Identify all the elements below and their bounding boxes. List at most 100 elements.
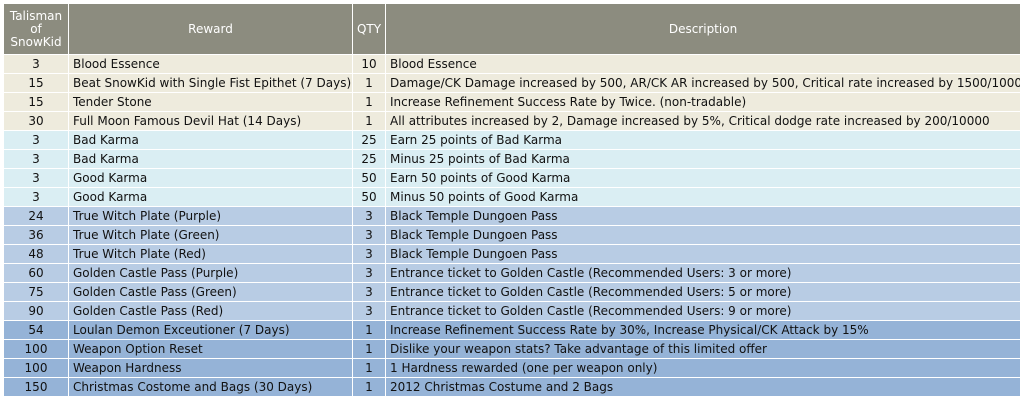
cell-description: Black Temple Dungoen Pass	[385, 244, 1021, 264]
table-row: 90 Golden Castle Pass (Red) 3 Entrance tick…	[3, 301, 1021, 321]
table-row: 15 Tender Stone 1 Increase Refinement Succe…	[3, 92, 1021, 112]
header-description: Description	[385, 3, 1021, 55]
cell-talisman: 24	[3, 206, 69, 226]
cell-description: Minus 50 points of Good Karma	[385, 187, 1021, 207]
cell-description: Minus 25 points of Bad Karma	[385, 149, 1021, 169]
cell-talisman: 3	[3, 54, 69, 74]
table-row: 75 Golden Castle Pass (Green) 3 Entrance ti…	[3, 282, 1021, 302]
cell-talisman: 75	[3, 282, 69, 302]
cell-reward: True Witch Plate (Red)	[68, 244, 353, 264]
cell-reward: Bad Karma	[68, 130, 353, 150]
cell-reward: Weapon Hardness	[68, 358, 353, 378]
table-row: 100 Weapon Hardness 1 1 Hardness rewarded (…	[3, 358, 1021, 378]
cell-reward: Loulan Demon Exceutioner (7 Days)	[68, 320, 353, 340]
cell-qty: 3	[352, 225, 386, 245]
cell-talisman: 3	[3, 130, 69, 150]
header-talisman: Talisman of SnowKid	[3, 3, 69, 55]
cell-qty: 3	[352, 282, 386, 302]
cell-qty: 1	[352, 339, 386, 359]
cell-reward: True Witch Plate (Green)	[68, 225, 353, 245]
cell-description: Damage/CK Damage increased by 500, AR/CK…	[385, 73, 1021, 93]
table-row: 100 Weapon Option Reset 1 Dislike your weap…	[3, 339, 1021, 359]
cell-description: Dislike your weapon stats? Take advantag…	[385, 339, 1021, 359]
cell-description: Black Temple Dungoen Pass	[385, 225, 1021, 245]
cell-description: 2012 Christmas Costume and 2 Bags	[385, 377, 1021, 397]
cell-reward: Blood Essence	[68, 54, 353, 74]
cell-description: Black Temple Dungoen Pass	[385, 206, 1021, 226]
header-talisman-line: Talisman	[9, 8, 63, 23]
header-reward: Reward	[68, 3, 353, 55]
cell-talisman: 100	[3, 339, 69, 359]
cell-reward: Good Karma	[68, 187, 353, 207]
cell-description: Increase Refinement Success Rate by 30%,…	[385, 320, 1021, 340]
cell-qty: 3	[352, 244, 386, 264]
cell-description: Earn 50 points of Good Karma	[385, 168, 1021, 188]
table-row: 150 Christmas Costome and Bags (30 Days) 1…	[3, 377, 1021, 397]
cell-talisman: 15	[3, 73, 69, 93]
table-row: 3 Bad Karma 25 Earn 25 points of Bad Karma	[3, 130, 1021, 150]
cell-qty: 1	[352, 92, 386, 112]
cell-reward: Weapon Option Reset	[68, 339, 353, 359]
table-body: 3 Blood Essence 10 Blood Essence 15 Beat Snow…	[3, 54, 1021, 397]
cell-description: Increase Refinement Success Rate by Twic…	[385, 92, 1021, 112]
table-row: 15 Beat SnowKid with Single Fist Epithet …	[3, 73, 1021, 93]
table-header-row: Talisman of SnowKid Reward QTY Descripti…	[3, 3, 1021, 55]
table-row: 30 Full Moon Famous Devil Hat (14 Days) 1 A…	[3, 111, 1021, 131]
cell-description: Entrance ticket to Golden Castle (Recomm…	[385, 263, 1021, 283]
cell-talisman: 30	[3, 111, 69, 131]
cell-talisman: 3	[3, 168, 69, 188]
cell-talisman: 60	[3, 263, 69, 283]
cell-qty: 1	[352, 73, 386, 93]
cell-description: Entrance ticket to Golden Castle (Recomm…	[385, 301, 1021, 321]
cell-talisman: 54	[3, 320, 69, 340]
cell-reward: Good Karma	[68, 168, 353, 188]
cell-talisman: 48	[3, 244, 69, 264]
cell-reward: Beat SnowKid with Single Fist Epithet (7…	[68, 73, 353, 93]
cell-qty: 50	[352, 168, 386, 188]
cell-qty: 3	[352, 206, 386, 226]
cell-reward: Golden Castle Pass (Red)	[68, 301, 353, 321]
cell-reward: Bad Karma	[68, 149, 353, 169]
cell-qty: 50	[352, 187, 386, 207]
cell-reward: True Witch Plate (Purple)	[68, 206, 353, 226]
cell-description: All attributes increased by 2, Damage in…	[385, 111, 1021, 131]
rewards-table: Talisman of SnowKid Reward QTY Descripti…	[3, 3, 1021, 397]
cell-talisman: 3	[3, 149, 69, 169]
header-talisman-line: of	[30, 21, 42, 36]
cell-talisman: 15	[3, 92, 69, 112]
table-row: 54 Loulan Demon Exceutioner (7 Days) 1 Incr…	[3, 320, 1021, 340]
cell-talisman: 36	[3, 225, 69, 245]
cell-reward: Full Moon Famous Devil Hat (14 Days)	[68, 111, 353, 131]
cell-description: Blood Essence	[385, 54, 1021, 74]
cell-qty: 3	[352, 301, 386, 321]
cell-reward: Christmas Costome and Bags (30 Days)	[68, 377, 353, 397]
table-row: 24 True Witch Plate (Purple) 3 Black Temple…	[3, 206, 1021, 226]
table-row: 36 True Witch Plate (Green) 3 Black Temple …	[3, 225, 1021, 245]
cell-talisman: 150	[3, 377, 69, 397]
header-talisman-line: SnowKid	[10, 34, 62, 49]
table-row: 3 Blood Essence 10 Blood Essence	[3, 54, 1021, 74]
cell-reward: Golden Castle Pass (Purple)	[68, 263, 353, 283]
cell-qty: 10	[352, 54, 386, 74]
cell-talisman: 100	[3, 358, 69, 378]
cell-qty: 3	[352, 263, 386, 283]
cell-qty: 1	[352, 377, 386, 397]
cell-description: 1 Hardness rewarded (one per weapon only…	[385, 358, 1021, 378]
header-qty: QTY	[352, 3, 386, 55]
cell-qty: 25	[352, 149, 386, 169]
table-row: 3 Good Karma 50 Minus 50 points of Good Kar…	[3, 187, 1021, 207]
cell-reward: Golden Castle Pass (Green)	[68, 282, 353, 302]
table-row: 3 Good Karma 50 Earn 50 points of Good Karm…	[3, 168, 1021, 188]
cell-qty: 1	[352, 358, 386, 378]
cell-description: Earn 25 points of Bad Karma	[385, 130, 1021, 150]
table-row: 3 Bad Karma 25 Minus 25 points of Bad Karma	[3, 149, 1021, 169]
cell-talisman: 90	[3, 301, 69, 321]
cell-qty: 1	[352, 320, 386, 340]
cell-qty: 25	[352, 130, 386, 150]
cell-qty: 1	[352, 111, 386, 131]
cell-reward: Tender Stone	[68, 92, 353, 112]
table-row: 48 True Witch Plate (Red) 3 Black Temple Du…	[3, 244, 1021, 264]
table-row: 60 Golden Castle Pass (Purple) 3 Entrance t…	[3, 263, 1021, 283]
cell-description: Entrance ticket to Golden Castle (Recomm…	[385, 282, 1021, 302]
cell-talisman: 3	[3, 187, 69, 207]
